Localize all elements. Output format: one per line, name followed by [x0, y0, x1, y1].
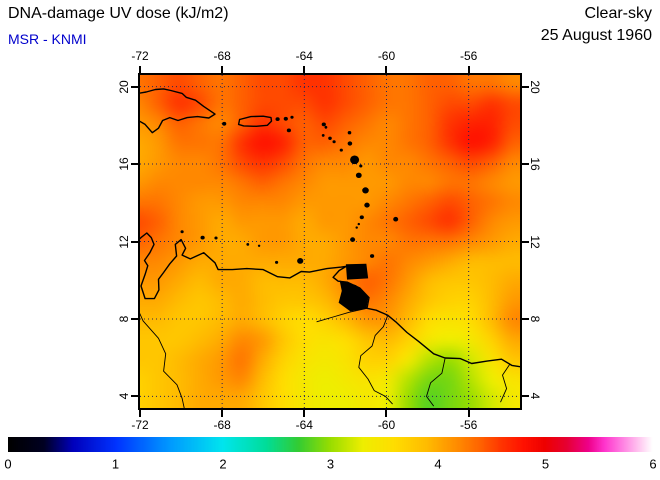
island	[355, 172, 362, 178]
axis-tick	[522, 395, 529, 398]
island	[180, 230, 184, 234]
island	[290, 115, 294, 119]
coastline	[237, 115, 273, 127]
lat-tick-label-right: 4	[528, 393, 542, 400]
island	[283, 116, 288, 121]
lat-tick-label-left: 12	[117, 234, 131, 249]
axis-tick	[467, 410, 470, 417]
axis-tick	[467, 66, 470, 73]
island	[275, 117, 280, 121]
colorbar-gradient	[8, 437, 653, 452]
axis-tick	[131, 85, 138, 88]
island	[321, 134, 325, 137]
lon-tick-label-bottom: -68	[213, 418, 231, 432]
island	[393, 216, 399, 222]
island	[200, 235, 205, 240]
colorbar-tick-label: 3	[326, 456, 335, 472]
axis-tick	[221, 66, 224, 73]
lon-tick-label-top: -68	[213, 49, 231, 63]
colorbar-tick-label: 5	[541, 456, 550, 472]
axis-tick	[385, 410, 388, 417]
colorbar-tick-label: 4	[434, 456, 442, 472]
axis-tick	[522, 240, 529, 243]
lat-tick-label-left: 16	[117, 157, 131, 171]
axis-tick	[303, 410, 306, 417]
island	[347, 131, 352, 135]
country-border	[140, 313, 185, 408]
colorbar-tick-label: 6	[649, 456, 657, 472]
lat-tick-label-right: 16	[528, 157, 542, 171]
axis-tick	[139, 410, 141, 417]
lat-tick-label-right: 8	[528, 315, 542, 323]
data-source-label: MSR - KNMI	[8, 31, 87, 47]
sky-condition-label: Clear-sky	[584, 5, 652, 22]
page-title: DNA-damage UV dose (kJ/m2)	[8, 5, 229, 22]
coastline	[140, 88, 216, 134]
lat-tick-label-left: 8	[117, 315, 131, 323]
colorbar-tick-label: 0	[4, 456, 12, 472]
axis-tick	[522, 317, 529, 320]
filled-island	[338, 280, 369, 312]
axis-tick	[303, 66, 306, 73]
lat-tick-label-right: 12	[528, 234, 542, 249]
island	[246, 243, 250, 246]
lon-tick-label-top: -72	[131, 49, 149, 63]
island	[257, 244, 261, 247]
lon-tick-label-top: -56	[459, 49, 478, 63]
island	[222, 121, 227, 126]
axis-tick	[522, 85, 529, 88]
island	[364, 202, 370, 208]
lon-tick-label-top: -64	[295, 49, 313, 63]
island	[359, 164, 363, 168]
island	[370, 254, 375, 258]
axis-tick	[221, 410, 224, 417]
axis-tick	[522, 163, 529, 166]
filled-island	[345, 263, 369, 280]
country-border	[358, 315, 393, 405]
colorbar-tick-label: 2	[219, 456, 227, 472]
map-frame	[138, 73, 522, 410]
axis-tick	[131, 163, 138, 166]
lon-tick-label-bottom: -56	[459, 418, 478, 432]
lat-tick-label-left: 4	[117, 393, 131, 400]
island	[350, 155, 360, 165]
island	[275, 260, 279, 264]
country-border	[316, 307, 368, 323]
island	[339, 148, 343, 152]
island	[359, 215, 364, 220]
island	[286, 128, 291, 133]
map-overlay-svg	[140, 75, 520, 408]
island	[332, 140, 336, 144]
lon-tick-label-bottom: -60	[377, 418, 396, 432]
lon-tick-label-bottom: -72	[131, 418, 149, 432]
country-border	[426, 358, 446, 407]
axis-tick	[131, 317, 138, 320]
axis-tick	[131, 240, 138, 243]
island	[362, 187, 369, 194]
island	[355, 226, 358, 229]
island	[350, 237, 356, 242]
coastline	[140, 232, 520, 368]
lat-tick-label-right: 20	[528, 79, 542, 94]
axis-tick	[385, 66, 388, 73]
country-border	[500, 364, 511, 403]
axis-tick	[131, 395, 138, 398]
lat-tick-label-left: 20	[117, 79, 131, 94]
island	[321, 122, 326, 127]
lon-tick-label-bottom: -64	[295, 418, 313, 432]
island	[297, 258, 304, 264]
island	[357, 222, 360, 226]
colorbar-tick-label: 1	[111, 456, 120, 472]
island	[328, 136, 332, 140]
island	[324, 125, 328, 129]
axis-tick	[139, 66, 141, 73]
island	[214, 236, 218, 240]
date-label: 25 August 1960	[540, 27, 652, 44]
lon-tick-label-top: -60	[377, 49, 396, 63]
island	[347, 141, 353, 146]
